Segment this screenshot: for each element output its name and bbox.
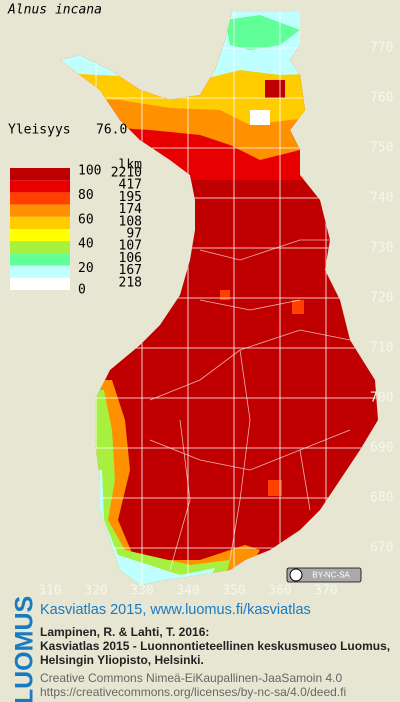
axes: 310 320 330 340 350 360 370 670 680 690 700 710 720 7… bbox=[38, 41, 393, 599]
y-tick-label: 680 bbox=[370, 491, 393, 506]
x-tick-label: 310 bbox=[38, 584, 61, 599]
legend-swatch bbox=[10, 204, 70, 217]
legend-count: 106 bbox=[119, 251, 142, 266]
legend-swatch bbox=[10, 168, 70, 181]
frequency-value: 76.0 bbox=[96, 123, 127, 138]
y-tick-label: 750 bbox=[370, 141, 393, 156]
x-tick-label: 340 bbox=[176, 584, 199, 599]
license: Creative Commons Nimeä-EiKaupallinen-Jaa… bbox=[40, 671, 342, 685]
legend-count: 195 bbox=[119, 190, 142, 205]
patch bbox=[292, 300, 304, 314]
frequency-label: Yleisyys bbox=[8, 123, 71, 138]
legend-count: 2210 bbox=[111, 166, 142, 181]
area-white bbox=[250, 110, 270, 125]
legend-count: 107 bbox=[119, 239, 142, 254]
y-tick-label: 760 bbox=[370, 91, 393, 106]
y-tick-label: 720 bbox=[370, 291, 393, 306]
regional-borders bbox=[149, 239, 351, 571]
species-title: Alnus incana bbox=[7, 3, 102, 18]
border bbox=[149, 429, 351, 471]
license-badge: BY-NC-SA bbox=[286, 567, 362, 583]
citation: Lampinen, R. & Lahti, T. 2016: bbox=[40, 625, 209, 639]
legend-scale-label: 100 bbox=[78, 164, 101, 179]
legend-swatch bbox=[10, 180, 70, 193]
legend-count: 417 bbox=[119, 178, 142, 193]
y-tick-label: 730 bbox=[370, 241, 393, 256]
badge-frame bbox=[286, 567, 362, 583]
y-tick-label: 700 bbox=[370, 391, 393, 406]
citation: Kasviatlas 2015 - Luonnontieteellinen ke… bbox=[40, 639, 390, 653]
patch bbox=[220, 290, 230, 300]
border bbox=[199, 299, 301, 311]
x-tick-label: 350 bbox=[222, 584, 245, 599]
x-tick-label: 360 bbox=[268, 584, 291, 599]
border bbox=[299, 449, 311, 511]
legend-swatch bbox=[10, 265, 70, 278]
badge-cc bbox=[289, 568, 303, 582]
headline: Kasviatlas 2015, www.luomus.fi/kasviatla… bbox=[40, 602, 311, 618]
y-tick-label: 740 bbox=[370, 191, 393, 206]
legend-scale-label: 0 bbox=[78, 283, 86, 298]
legend-swatch bbox=[10, 216, 70, 229]
y-tick-label: 690 bbox=[370, 441, 393, 456]
legend-swatch bbox=[10, 253, 70, 266]
area-dark bbox=[265, 80, 285, 98]
badge-text: BY-NC-SA bbox=[312, 571, 350, 580]
patch bbox=[268, 480, 282, 496]
legend-swatch bbox=[10, 277, 70, 290]
legend-scale-label: 80 bbox=[78, 188, 94, 203]
legend-scale-label: 60 bbox=[78, 212, 94, 227]
legend-swatch bbox=[10, 241, 70, 254]
border bbox=[229, 349, 251, 561]
citation: Helsingin Yliopisto, Helsinki. bbox=[40, 653, 204, 667]
license-url: https://creativecommons.org/licenses/by-… bbox=[40, 685, 346, 699]
legend-count: 167 bbox=[119, 263, 142, 278]
legend-swatch bbox=[10, 229, 70, 242]
legend-count-header: lkm bbox=[119, 158, 143, 173]
legend-count: 108 bbox=[119, 214, 142, 229]
legend-scale-label: 40 bbox=[78, 237, 94, 252]
x-tick-label: 370 bbox=[314, 584, 337, 599]
y-tick-label: 770 bbox=[370, 41, 393, 56]
legend-scale-label: 20 bbox=[78, 261, 94, 276]
border bbox=[169, 419, 191, 571]
y-tick-label: 670 bbox=[370, 541, 393, 556]
legend-count: 97 bbox=[126, 227, 142, 242]
y-tick-label: 710 bbox=[370, 341, 393, 356]
legend-swatch bbox=[10, 192, 70, 205]
legend-count: 218 bbox=[119, 275, 142, 290]
legend-count: 174 bbox=[119, 202, 143, 217]
x-tick-label: 330 bbox=[130, 584, 153, 599]
area-green bbox=[225, 15, 300, 50]
brand: LUOMUS bbox=[11, 596, 39, 702]
x-tick-label: 320 bbox=[84, 584, 107, 599]
border bbox=[199, 239, 330, 261]
